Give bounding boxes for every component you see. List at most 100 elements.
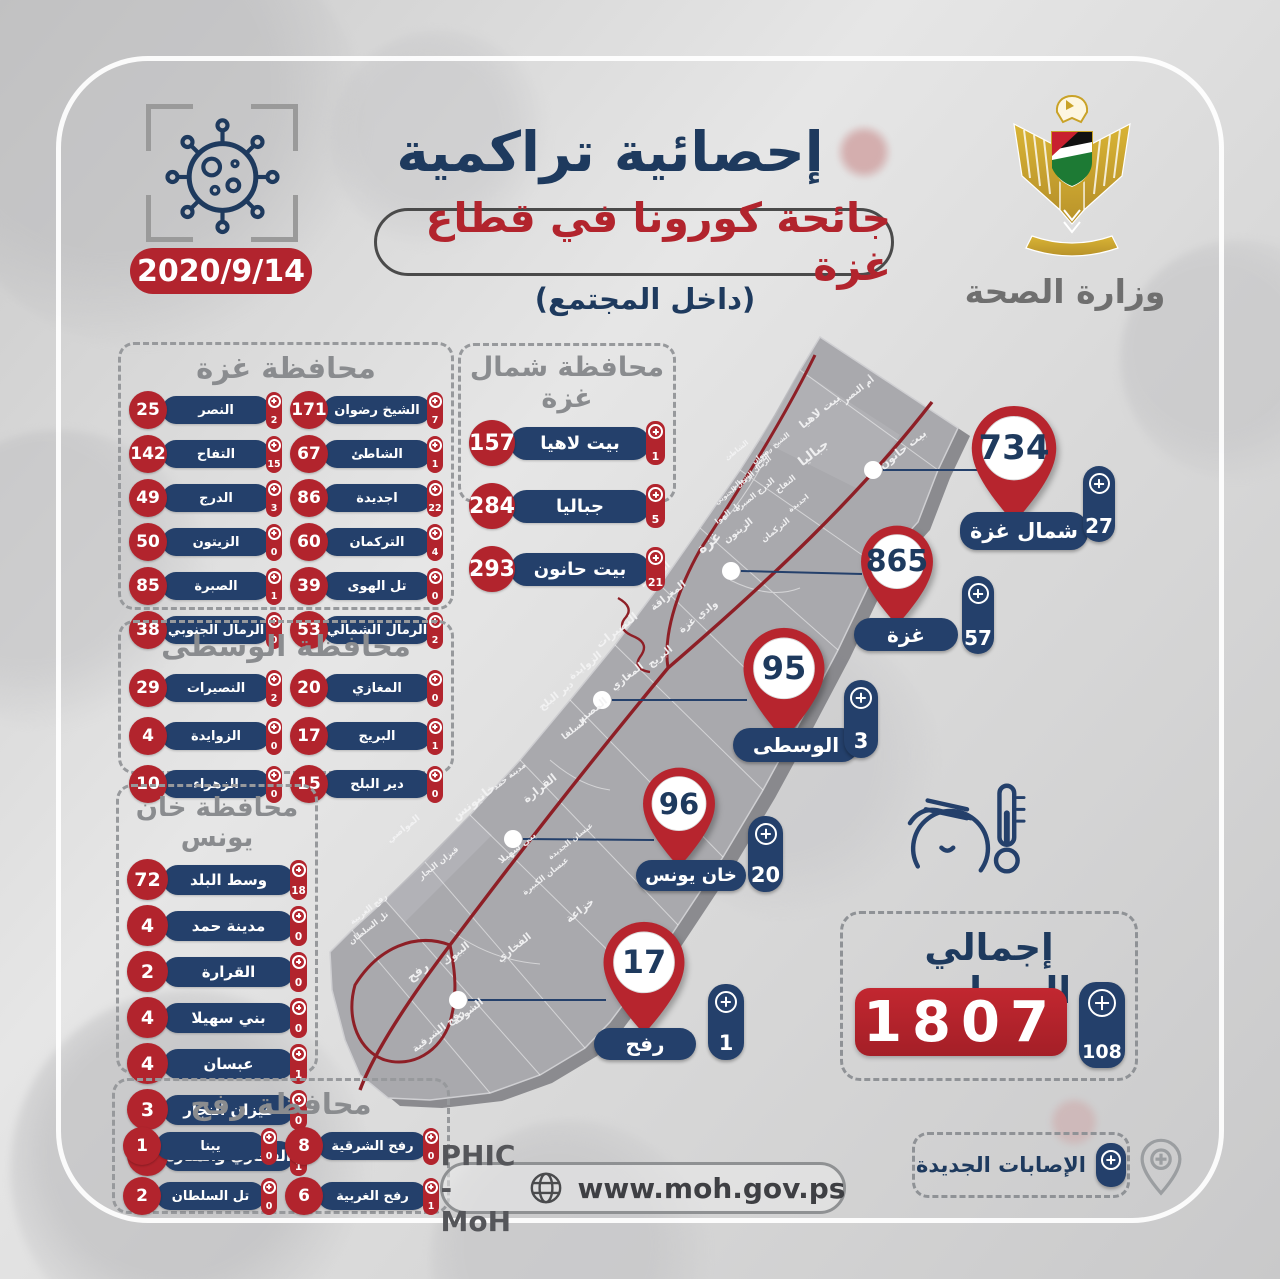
area-total-count: 49 xyxy=(129,479,167,517)
pin-total-count: 865 xyxy=(865,544,929,579)
total-infections-value: 1807 xyxy=(855,988,1067,1056)
area-total-count: 142 xyxy=(129,435,167,473)
pin-total-count: 734 xyxy=(978,428,1050,468)
legend-pin-icon xyxy=(1138,1138,1184,1200)
area-new-count: 4 xyxy=(431,547,439,558)
gov-box-north-gaza: محافظة شمال غزة 157 بيت لاهيا 1 284 جباليا 5 2… xyxy=(458,343,676,592)
background-virus-blob xyxy=(836,124,892,180)
new-cases-badge-gaza: 57 xyxy=(962,576,994,654)
area-stat-row: 284 جباليا 5 xyxy=(469,483,665,529)
area-new-count: 0 xyxy=(294,977,303,989)
area-new-cases-badge: 5 xyxy=(646,484,665,528)
total-infections-box: إجمالي المصابين 1807 108 xyxy=(840,911,1138,1081)
area-total-count: 85 xyxy=(129,567,167,605)
area-new-count: 0 xyxy=(431,693,439,704)
footer-org: PHIC - MoH xyxy=(440,1138,516,1238)
area-new-count: 0 xyxy=(431,591,439,602)
area-name: التركمان xyxy=(323,528,431,556)
area-new-cases-badge: 0 xyxy=(290,997,307,1038)
plus-icon xyxy=(267,768,281,782)
area-new-count: 0 xyxy=(270,547,278,558)
new-cases-badge-rafah: 1 xyxy=(708,984,744,1060)
plus-icon xyxy=(648,550,663,565)
coronavirus-icon xyxy=(160,112,285,241)
plus-icon xyxy=(648,487,663,502)
area-new-count: 0 xyxy=(294,931,303,943)
total-new-cases-badge: 108 xyxy=(1079,982,1125,1068)
page-subtitle: جائحة كورونا في قطاع غزة xyxy=(425,194,891,290)
area-new-cases-badge: 7 xyxy=(427,391,443,429)
area-new-cases-badge: 0 xyxy=(290,905,307,946)
area-total-count: 4 xyxy=(129,717,167,755)
area-total-count: 17 xyxy=(290,717,328,755)
pin-label-gaza: غزة xyxy=(854,618,958,651)
plus-icon xyxy=(267,720,281,734)
area-stat-row: 60 التركمان 4 xyxy=(290,523,443,561)
plus-icon xyxy=(291,1046,306,1061)
plus-icon xyxy=(1100,1150,1121,1170)
plus-icon xyxy=(424,1180,438,1194)
area-new-count: 1 xyxy=(270,591,278,602)
area-total-count: 1 xyxy=(123,1127,161,1165)
area-stat-row: 67 الشاطئ 1 xyxy=(290,435,443,473)
area-stat-row: 2 تل السلطان 0 xyxy=(123,1177,277,1215)
plus-icon xyxy=(428,438,442,452)
plus-icon xyxy=(267,570,281,584)
area-name: تل الهوى xyxy=(323,572,431,600)
area-stat-row: 20 المغازي 0 xyxy=(290,669,443,707)
gov-title: محافظة خان يونس xyxy=(135,793,299,853)
area-stat-row: 86 اجديدة 22 xyxy=(290,479,443,517)
plus-icon xyxy=(428,482,442,496)
gov-title: محافظة رفح xyxy=(190,1087,372,1121)
area-new-cases-badge: 0 xyxy=(427,567,443,605)
legend-new-cases-badge xyxy=(1095,1143,1126,1187)
plus-icon xyxy=(267,672,281,686)
map-pin-north-gaza: 734 xyxy=(966,404,1062,525)
area-total-count: 25 xyxy=(129,391,167,429)
plus-icon xyxy=(267,438,281,452)
area-total-count: 53 xyxy=(290,611,328,649)
area-stat-row: 2 القرارة 0 xyxy=(127,951,307,992)
area-new-count: 2 xyxy=(270,693,278,704)
area-new-count: 0 xyxy=(270,789,278,800)
area-name: رفح الغربية xyxy=(318,1182,427,1210)
plus-icon xyxy=(428,720,442,734)
area-new-cases-badge: 1 xyxy=(266,567,282,605)
area-name: القرارة xyxy=(163,956,294,987)
new-cases-badge-wusta: 3 xyxy=(844,680,878,758)
area-name: الشاطئ xyxy=(323,440,431,468)
area-new-cases-badge: 21 xyxy=(646,547,665,591)
gov-title: محافظة شمال غزة xyxy=(469,352,665,414)
pin-total-count: 17 xyxy=(621,943,667,981)
area-stat-row: 157 بيت لاهيا 1 xyxy=(469,420,665,466)
area-stat-row: 72 وسط البلد 18 xyxy=(127,859,307,900)
ministry-name: وزارة الصحة xyxy=(964,272,1166,311)
pin-shape xyxy=(643,767,715,868)
area-total-count: 86 xyxy=(290,479,328,517)
area-new-cases-badge: 1 xyxy=(423,1177,439,1215)
area-stat-row: 1 يبنا 0 xyxy=(123,1127,277,1165)
area-total-count: 67 xyxy=(290,435,328,473)
area-new-count: 0 xyxy=(431,789,439,800)
area-new-cases-badge: 0 xyxy=(261,1127,277,1165)
area-name: رفح الشرقية xyxy=(318,1132,427,1160)
area-new-count: 2 xyxy=(270,415,278,426)
area-name: مدينة حمد xyxy=(163,910,294,941)
area-new-cases-badge: 1 xyxy=(646,421,665,465)
area-new-cases-badge: 22 xyxy=(427,479,443,517)
area-stat-row: 4 بني سهيلا 0 xyxy=(127,997,307,1038)
area-new-count: 18 xyxy=(291,885,306,897)
area-name: النصر xyxy=(162,396,270,424)
area-name: الدرج xyxy=(162,484,270,512)
plus-icon xyxy=(291,908,306,923)
page-title: إحصائية تراكمية xyxy=(396,120,824,184)
subtitle-box: جائحة كورونا في قطاع غزة xyxy=(374,194,894,290)
area-new-count: 2 xyxy=(431,635,439,646)
area-stat-row: 15 دير البلح 0 xyxy=(290,765,443,803)
area-name: بني سهيلا xyxy=(163,1002,294,1033)
plus-icon xyxy=(428,526,442,540)
area-total-count: 2 xyxy=(123,1177,161,1215)
total-new-cases-count: 108 xyxy=(1082,1041,1122,1063)
area-stat-row: 142 التفاح 15 xyxy=(129,435,282,473)
